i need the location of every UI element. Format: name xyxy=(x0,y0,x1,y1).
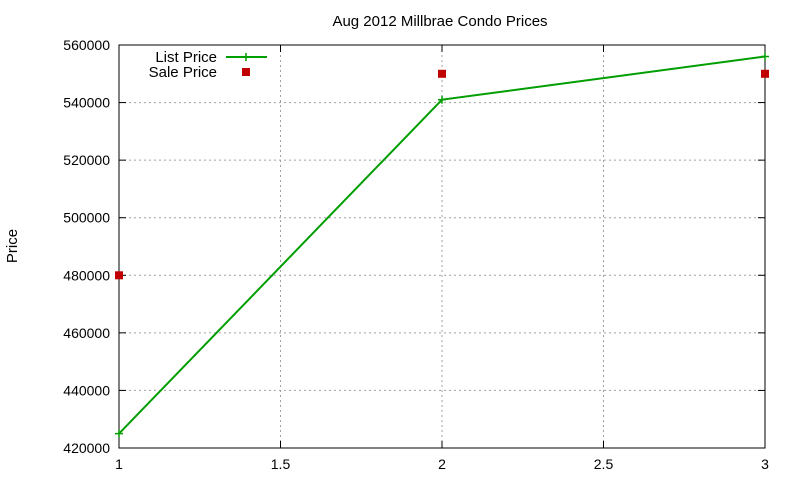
chart-title: Aug 2012 Millbrae Condo Prices xyxy=(332,13,547,30)
x-tick-label: 3 xyxy=(761,456,769,472)
y-tick-label: 500000 xyxy=(63,210,110,226)
x-tick-label: 2.5 xyxy=(594,456,614,472)
grid-layer xyxy=(119,45,765,448)
y-tick-label: 480000 xyxy=(63,267,110,283)
list-price-point xyxy=(438,95,446,104)
list-price-point xyxy=(115,429,123,438)
y-tick-label: 460000 xyxy=(63,325,110,341)
legend-marker-sale-price xyxy=(242,68,250,76)
x-tick-label: 2 xyxy=(438,456,446,472)
y-tick-label: 540000 xyxy=(63,95,110,111)
plot-frame xyxy=(118,44,766,449)
sale-price-point xyxy=(761,69,769,78)
y-tick-label: 420000 xyxy=(63,440,110,456)
ticks-layer: 1 1.5 2 2.5 3 420000 440000 460000 480000 500000 5… xyxy=(63,37,769,472)
y-axis-label: Price xyxy=(4,229,21,263)
y-tick-label: 440000 xyxy=(63,382,110,398)
legend-label-sale-price: Sale Price xyxy=(149,64,217,81)
legend-marker-list-price xyxy=(242,53,250,61)
x-tick-label: 1 xyxy=(115,456,123,472)
list-price-point xyxy=(761,52,769,61)
y-tick-label: 560000 xyxy=(63,37,110,53)
sale-price-point xyxy=(115,271,123,280)
series-layer xyxy=(115,52,769,438)
x-tick-label: 1.5 xyxy=(271,456,291,472)
legend-label-list-price: List Price xyxy=(155,49,217,66)
sale-price-point xyxy=(438,69,446,78)
y-tick-label: 520000 xyxy=(63,152,110,168)
